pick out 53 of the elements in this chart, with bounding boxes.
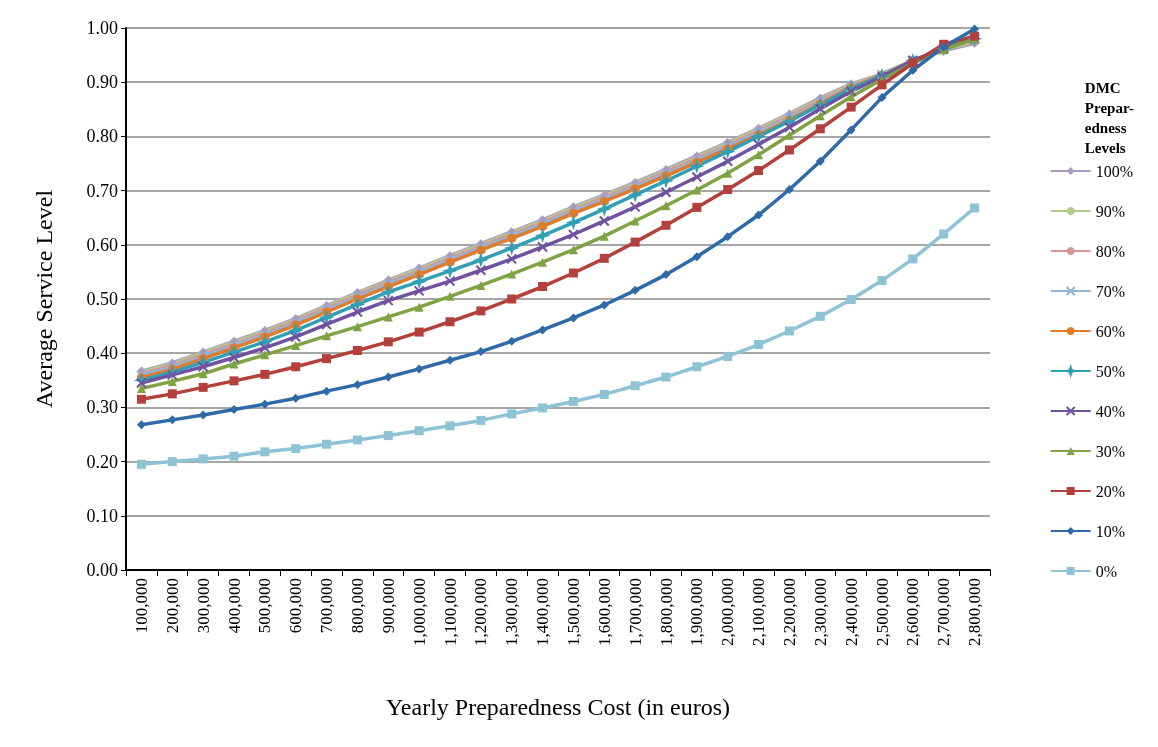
legend-label: 80% bbox=[1095, 242, 1125, 260]
y-tick-label: 0.60 bbox=[86, 234, 118, 255]
x-tick-label: 2,700,000 bbox=[934, 578, 954, 646]
x-tick-label: 1,100,000 bbox=[440, 578, 460, 646]
x-tick-label: 200,000 bbox=[162, 578, 182, 634]
x-axis-title: Yearly Preparedness Cost (in euros) bbox=[385, 694, 731, 720]
x-tick-label: 2,000,000 bbox=[718, 578, 738, 646]
y-tick-label: 0.10 bbox=[86, 505, 118, 526]
y-tick-label: 0.20 bbox=[86, 451, 118, 472]
y-tick-label: 1.00 bbox=[86, 18, 118, 38]
y-tick-label: 0.30 bbox=[86, 397, 118, 418]
x-tick-label: 900,000 bbox=[378, 578, 398, 634]
legend-label: 90% bbox=[1095, 202, 1125, 220]
x-tick-label: 1,700,000 bbox=[625, 578, 645, 646]
legend-label: 10% bbox=[1095, 522, 1125, 540]
legend-label: 20% bbox=[1095, 482, 1125, 500]
x-tick-label: 800,000 bbox=[347, 578, 367, 634]
x-tick-label: 700,000 bbox=[317, 578, 337, 634]
y-axis-title: Average Service Level bbox=[31, 189, 57, 409]
x-tick-label: 1,800,000 bbox=[656, 578, 676, 646]
y-tick-label: 0.70 bbox=[86, 180, 118, 201]
x-tick-label: 1,300,000 bbox=[502, 578, 522, 646]
x-tick-label: 1,200,000 bbox=[471, 578, 491, 646]
x-tick-label: 1,400,000 bbox=[533, 578, 553, 646]
legend-label: 40% bbox=[1095, 402, 1125, 420]
y-tick-label: 0.00 bbox=[86, 560, 118, 580]
y-tick-label: 0.40 bbox=[86, 343, 118, 364]
legend-label: 50% bbox=[1095, 362, 1125, 380]
legend-label: 0% bbox=[1095, 562, 1117, 580]
x-tick-label: 500,000 bbox=[255, 578, 275, 634]
x-tick-label: 100,000 bbox=[131, 578, 151, 634]
x-tick-label: 2,300,000 bbox=[810, 578, 830, 646]
x-tick-label: 600,000 bbox=[286, 578, 306, 634]
y-tick-label: 0.90 bbox=[86, 72, 118, 93]
x-tick-label: 2,100,000 bbox=[749, 578, 769, 646]
y-tick-label: 0.80 bbox=[86, 126, 118, 147]
x-tick-label: 2,800,000 bbox=[965, 578, 985, 646]
legend-label: 30% bbox=[1095, 442, 1125, 460]
x-tick-label: 400,000 bbox=[224, 578, 244, 634]
x-tick-label: 2,400,000 bbox=[841, 578, 861, 646]
legend-title: DMC Prepar- edness Levels bbox=[1084, 80, 1135, 156]
legend-label: 70% bbox=[1095, 282, 1125, 300]
x-tick-label: 1,600,000 bbox=[594, 578, 614, 646]
x-tick-label: 2,600,000 bbox=[903, 578, 923, 646]
legend-label: 100% bbox=[1095, 162, 1133, 180]
y-tick-label: 0.50 bbox=[86, 289, 118, 309]
x-tick-label: 2,500,000 bbox=[872, 578, 892, 646]
x-tick-label: 1,000,000 bbox=[409, 578, 429, 646]
x-tick-label: 1,900,000 bbox=[687, 578, 707, 646]
x-tick-label: 300,000 bbox=[193, 578, 213, 634]
legend-label: 60% bbox=[1095, 322, 1125, 340]
x-tick-label: 1,500,000 bbox=[563, 578, 583, 646]
x-tick-label: 2,200,000 bbox=[779, 578, 799, 646]
